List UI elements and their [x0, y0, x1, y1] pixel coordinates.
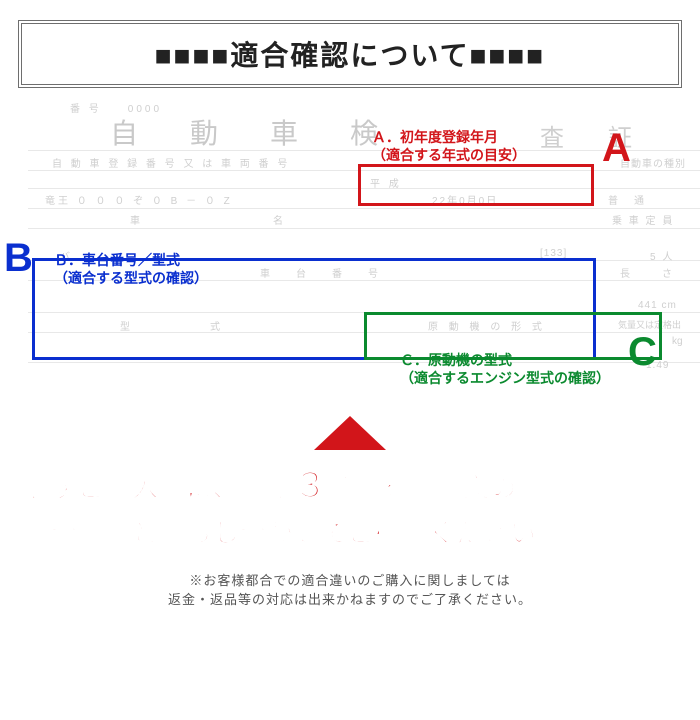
disclaimer: ※お客様都合での適合違いのご購入に関しましては 返金・返品等の対応は出来かねます…: [0, 571, 700, 610]
main-instruction: 必ずご購入前に、上記３項目を説明文の 適合情報と照らし合わせてご確認ください。: [0, 460, 700, 553]
disclaimer-l2: 返金・返品等の対応は出来かねますのでご了承ください。: [168, 592, 532, 607]
bg-text: 長 さ: [620, 265, 676, 280]
main-line1b: ３: [293, 467, 328, 505]
bg-text: 車 名: [130, 212, 286, 227]
annot-label-A: Ａ．初年度登録年月（適合する年式の目安）: [372, 129, 526, 164]
main-line1c: 項目を説明文の: [328, 473, 517, 503]
bg-text: 普 通: [608, 192, 647, 207]
bg-text: 5 人: [650, 248, 674, 263]
annot-box-A: [358, 164, 594, 206]
header-title: ■■■■適合確認について■■■■: [30, 34, 670, 74]
bg-line: [28, 228, 700, 229]
header-box: ■■■■適合確認について■■■■: [18, 20, 682, 88]
annot-label-B: Ｂ．車台番号／型式（適合する型式の確認）: [54, 252, 208, 287]
annot-label-C: Ｃ．原動機の型式（適合するエンジン型式の確認）: [400, 352, 610, 387]
main-line2: 適合情報と照らし合わせてご確認ください。: [24, 518, 564, 548]
bg-text: 乗 車 定 員: [612, 212, 674, 227]
bg-text: kg: [672, 336, 683, 347]
annot-letter-B: B: [4, 236, 33, 281]
main-line1a: 必ずご購入前に、上記: [24, 473, 293, 503]
annot-letter-A: A: [602, 126, 631, 171]
bg-doc-title: 自 動 車 検: [110, 112, 390, 152]
triangle-up-icon: [314, 416, 386, 450]
annot-letter-C: C: [628, 330, 657, 375]
bg-text: 自 動 車 登 録 番 号 又 は 車 両 番 号: [52, 155, 290, 170]
bg-text: 番 号 0000: [70, 100, 162, 115]
disclaimer-l1: ※お客様都合での適合違いのご購入に関しましては: [189, 573, 510, 588]
bg-line: [28, 208, 700, 209]
bg-text: 竜王 ０ ０ ０ ぞ ０ B － ０ Z: [45, 192, 233, 207]
document-diagram: 自 動 車 検番 号 0000 自 動 車 登 録 番 号 又 は 車 両 番 号…: [0, 100, 700, 410]
bg-text: 441 cm: [638, 300, 677, 311]
